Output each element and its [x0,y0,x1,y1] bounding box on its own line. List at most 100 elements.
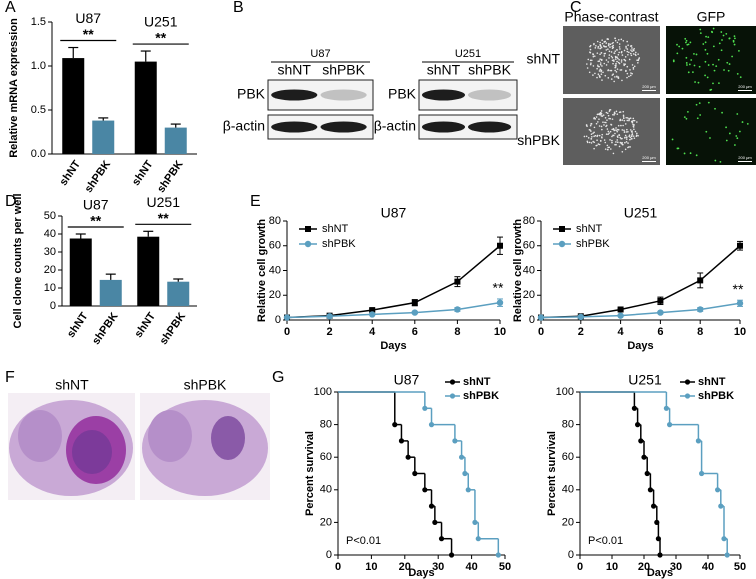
marker [577,313,584,321]
y-tick-label: 20 [269,289,281,301]
survival-point [495,552,501,558]
cell [626,48,629,50]
cell [614,39,617,42]
cell [705,130,708,133]
cell [631,132,634,134]
cell [638,57,641,59]
x-tick-label: shPBK [158,310,189,346]
cell [631,47,633,49]
cell [620,69,623,71]
cell [616,56,618,58]
cell [590,133,593,136]
cell [707,36,710,39]
survival-point [635,422,641,428]
y-tick-label: 0 [568,549,574,561]
x-tick-label: shNT [132,310,158,340]
y-tick-label: 50 [44,210,56,222]
cell [589,48,592,51]
x-tick-label: 2 [327,326,333,338]
y-axis-label: Relative cell growth [512,219,524,323]
scale-bar [738,90,752,91]
cell [623,63,625,65]
cell [634,130,637,133]
x-tick-label: 10 [734,326,746,338]
chart-title: U87 [394,372,420,388]
cell [600,46,603,49]
y-axis-label: Cell clone counts per well [12,193,24,328]
lane-label: shPBK [322,62,365,78]
cell [676,52,679,55]
bar [99,279,122,306]
cell [611,141,613,144]
cell [632,126,635,128]
significance-label: ** [90,213,101,229]
cell [620,61,623,63]
cell [624,56,627,58]
cell [686,43,689,46]
cell [589,124,592,127]
y-tick-label: 1.0 [31,60,46,72]
scale-bar [738,161,752,162]
significance-label: ** [493,280,504,296]
blot-band [271,89,318,101]
column-label: Phase-contrast [564,9,658,25]
cell [616,76,618,78]
cell [605,49,608,51]
cell [634,53,637,56]
cell [738,49,740,52]
cell [728,132,731,135]
cell [738,130,741,133]
y-tick-label: 80 [523,215,535,227]
cell [617,39,620,41]
cell [624,136,626,139]
cell [633,124,635,126]
bar [164,127,187,154]
survival-point [405,454,411,460]
cell [619,136,622,139]
marker [736,300,744,307]
cell [606,144,609,147]
cell [615,110,618,113]
cell [629,52,632,55]
cell [596,76,598,79]
cell [610,78,613,80]
scale-bar-label: 200 μm [738,84,752,89]
cell [601,42,604,45]
cell [597,143,600,145]
cell [600,70,602,73]
cell [734,144,736,146]
cell [593,141,596,144]
cell [600,115,603,117]
x-axis-label: Days [380,340,406,352]
cell [613,114,615,116]
cell [689,41,692,44]
cell [615,62,617,65]
cell [605,42,608,44]
cell [620,50,623,53]
cell [625,141,628,143]
cell [607,77,610,79]
significance-label: ** [733,281,744,297]
x-tick-label: 2 [578,326,584,338]
cell [616,41,619,44]
cell [709,89,712,91]
cell [604,74,607,77]
y-axis-label: Relative cell growth [256,219,268,323]
cell [627,53,629,56]
cell [607,130,610,133]
cell [617,53,620,56]
cell [636,121,638,123]
cell [592,65,595,67]
cell [637,53,639,55]
cell [718,82,720,85]
cell [610,55,613,58]
cell [606,119,608,121]
bar [92,120,115,154]
cell [592,132,594,135]
group-label: U251 [147,194,181,210]
cell [608,132,610,134]
cell [599,62,602,64]
cell [612,62,614,65]
cell [596,139,598,142]
blot-band [468,89,512,101]
